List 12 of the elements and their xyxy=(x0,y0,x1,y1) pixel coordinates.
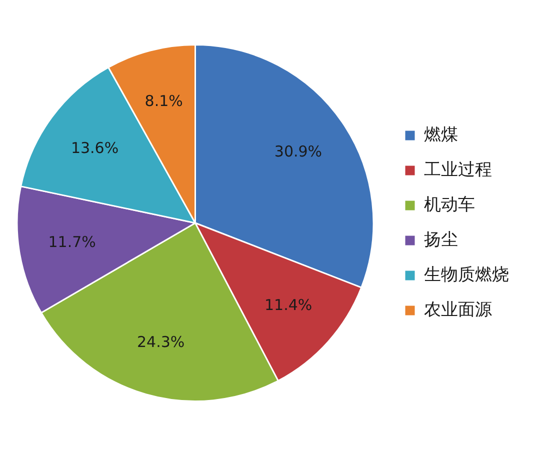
data-label: 30.9% xyxy=(274,142,322,160)
legend-label: 农业面源 xyxy=(424,300,492,320)
data-label: 11.7% xyxy=(48,232,96,251)
data-label: 24.3% xyxy=(136,332,185,351)
data-label: 11.4% xyxy=(264,296,312,314)
legend-label: 生物质燃烧 xyxy=(424,264,509,285)
legend-label: 燃煤 xyxy=(424,124,458,145)
legend-label: 扬尘 xyxy=(424,230,458,250)
legend-label: 机动车 xyxy=(424,194,475,215)
data-label: 13.6% xyxy=(70,138,119,157)
data-label: 8.1% xyxy=(144,92,183,110)
legend-label: 工业过程 xyxy=(424,160,492,180)
